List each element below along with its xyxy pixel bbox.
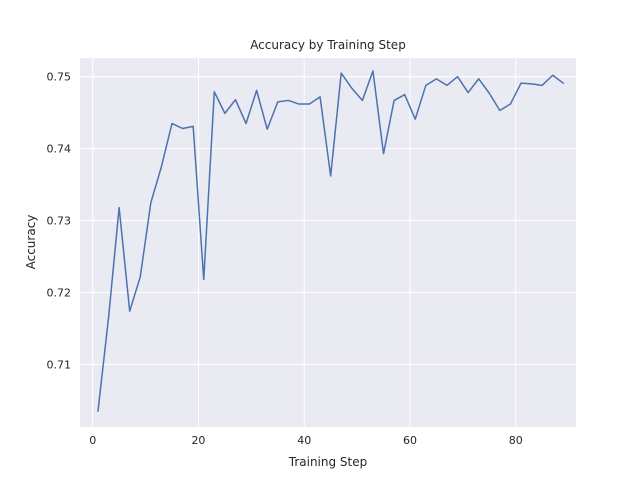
y-tick-label: 0.74 xyxy=(47,143,72,156)
y-tick-label: 0.72 xyxy=(47,286,72,299)
y-axis-label: Accuracy xyxy=(24,215,38,270)
y-tick-label: 0.73 xyxy=(47,215,72,228)
x-tick-label: 20 xyxy=(191,434,205,447)
x-tick-label: 60 xyxy=(403,434,417,447)
x-tick-labels: 0 20 40 60 80 xyxy=(89,434,523,447)
x-axis-label: Training Step xyxy=(288,455,368,469)
grid xyxy=(80,58,576,427)
plot-background xyxy=(80,58,576,427)
series-layer xyxy=(97,70,565,412)
y-tick-label: 0.71 xyxy=(47,358,72,371)
x-tick-label: 40 xyxy=(297,434,311,447)
x-tick-label: 80 xyxy=(509,434,523,447)
x-tick-label: 0 xyxy=(89,434,96,447)
y-tick-label: 0.75 xyxy=(47,71,72,84)
chart-title: Accuracy by Training Step xyxy=(250,38,406,52)
y-tick-labels: 0.71 0.72 0.73 0.74 0.75 xyxy=(47,71,72,372)
series-line xyxy=(97,70,565,412)
